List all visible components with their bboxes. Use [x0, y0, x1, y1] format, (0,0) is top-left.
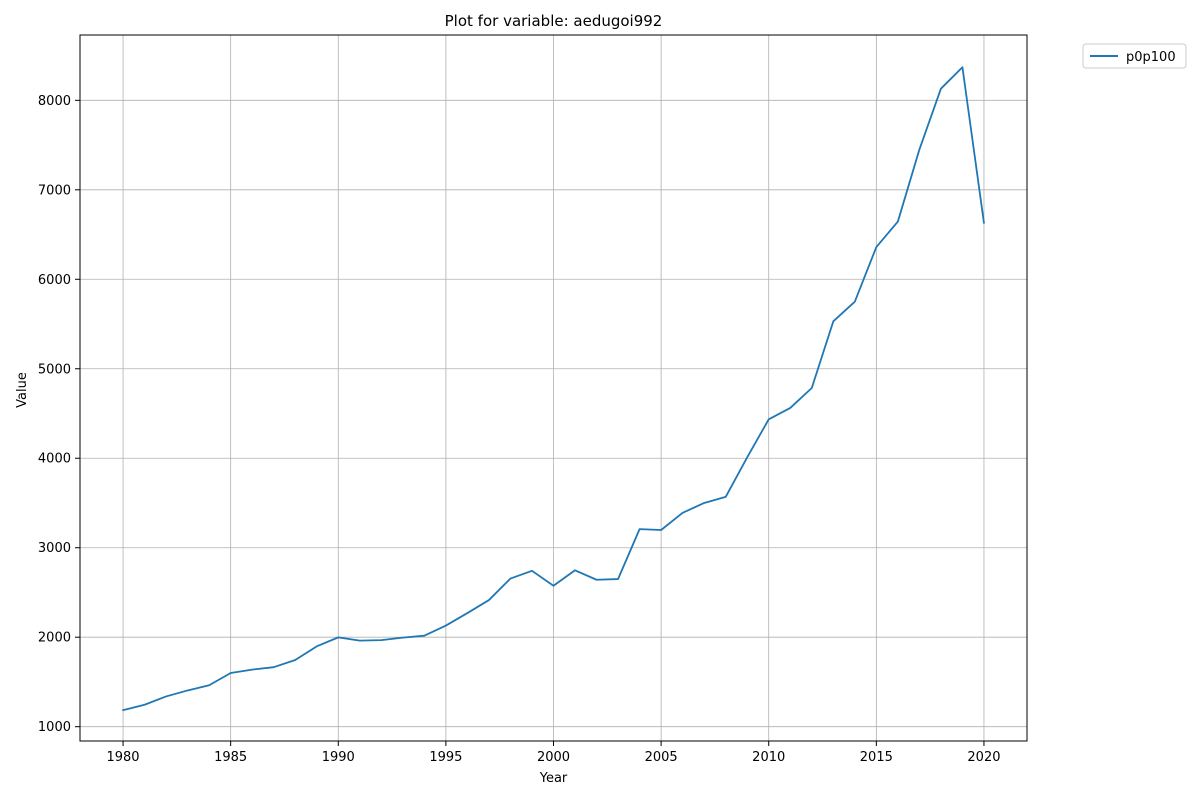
- y-tick-label: 8000: [38, 94, 71, 109]
- grid: [80, 35, 1027, 741]
- y-tick-label: 2000: [38, 631, 71, 646]
- x-tick-label: 1985: [214, 750, 247, 765]
- x-tick-label: 2005: [645, 750, 678, 765]
- chart-title: Plot for variable: aedugoi992: [445, 12, 663, 30]
- series-line-p0p100: [122, 66, 985, 712]
- legend-box: [1082, 43, 1187, 69]
- y-tick-label: 5000: [38, 362, 71, 377]
- x-tick-label: 1995: [429, 750, 462, 765]
- y-tick-label: 3000: [38, 541, 71, 556]
- y-tick-label: 7000: [38, 183, 71, 198]
- x-tick-label: 2015: [860, 750, 893, 765]
- legend: p0p100: [1082, 43, 1187, 69]
- y-axis-title: Value: [15, 372, 30, 408]
- x-axis: 1980 1985 1990 1995 2000 2005 2010 2015 2020: [106, 741, 1001, 765]
- y-tick-label: 4000: [38, 452, 71, 467]
- x-tick-label: 2020: [967, 750, 1000, 765]
- y-tick-label: 1000: [38, 720, 71, 735]
- y-axis: 1000 2000 3000 4000 5000 6000 7000 8000: [38, 94, 80, 735]
- x-tick-label: 1980: [106, 750, 139, 765]
- x-tick-label: 2000: [537, 750, 570, 765]
- x-axis-title: Year: [539, 771, 568, 786]
- y-tick-label: 6000: [38, 273, 71, 288]
- series-layer: [122, 66, 985, 712]
- x-tick-label: 2010: [752, 750, 785, 765]
- legend-label: p0p100: [1126, 50, 1176, 65]
- x-tick-label: 1990: [322, 750, 355, 765]
